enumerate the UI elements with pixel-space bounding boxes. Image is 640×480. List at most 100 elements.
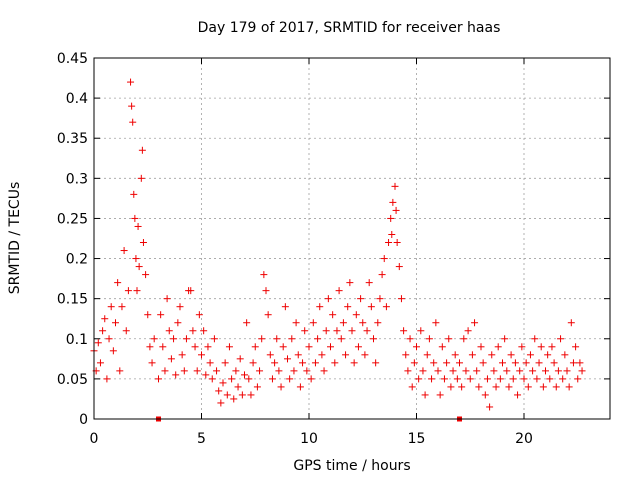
data-point xyxy=(333,327,341,335)
data-point xyxy=(230,395,238,403)
data-point xyxy=(413,343,420,351)
data-point xyxy=(238,391,246,399)
data-point xyxy=(462,367,470,375)
x-tick-label: 20 xyxy=(515,431,533,447)
data-point xyxy=(468,351,476,359)
data-point xyxy=(195,311,203,319)
data-point xyxy=(159,343,167,351)
data-point xyxy=(277,383,285,391)
data-point xyxy=(404,367,412,375)
data-point xyxy=(109,347,117,355)
data-point xyxy=(318,351,326,359)
data-point xyxy=(163,295,171,303)
data-point xyxy=(264,311,272,319)
data-point xyxy=(307,375,315,383)
data-point xyxy=(139,239,147,247)
data-point xyxy=(483,375,491,383)
data-point xyxy=(574,375,582,383)
data-point xyxy=(167,355,175,363)
data-point xyxy=(96,359,104,367)
data-point xyxy=(320,367,328,375)
data-point xyxy=(322,327,330,335)
data-point xyxy=(182,335,190,343)
data-point xyxy=(542,367,549,375)
data-point xyxy=(187,287,195,295)
data-point xyxy=(202,371,210,379)
data-point xyxy=(161,367,169,375)
data-point xyxy=(301,327,309,335)
y-tick-label: 0.1 xyxy=(66,332,88,348)
data-point xyxy=(477,343,485,351)
data-point xyxy=(200,327,208,335)
y-tick-label: 0.35 xyxy=(57,131,88,147)
data-point xyxy=(193,367,201,375)
data-point xyxy=(389,198,397,206)
y-tick-label: 0.2 xyxy=(66,252,88,268)
data-point xyxy=(327,343,334,351)
data-point xyxy=(137,174,145,182)
data-point xyxy=(150,335,158,343)
x-tick-label: 15 xyxy=(408,431,426,447)
data-point xyxy=(451,351,459,359)
data-point xyxy=(443,359,451,367)
data-point xyxy=(180,367,188,375)
data-point xyxy=(503,367,511,375)
data-point xyxy=(279,343,287,351)
data-point xyxy=(539,383,547,391)
data-point xyxy=(135,263,143,271)
data-point xyxy=(447,383,455,391)
data-point xyxy=(365,279,373,287)
data-point xyxy=(258,335,266,343)
data-point xyxy=(350,359,358,367)
data-point xyxy=(118,303,126,311)
data-point xyxy=(275,367,283,375)
data-point xyxy=(367,303,375,311)
data-point xyxy=(146,343,154,351)
data-point xyxy=(228,375,236,383)
data-point xyxy=(241,371,248,379)
data-point xyxy=(370,335,377,343)
data-point xyxy=(286,375,294,383)
data-point xyxy=(206,359,214,367)
y-tick-label: 0.3 xyxy=(66,171,88,187)
data-point xyxy=(520,375,528,383)
data-point xyxy=(552,383,560,391)
data-point xyxy=(419,367,427,375)
data-point xyxy=(567,319,575,327)
data-point xyxy=(458,383,466,391)
y-tick-label: 0.15 xyxy=(57,292,88,308)
data-point xyxy=(445,335,453,343)
data-point xyxy=(578,367,586,375)
data-point xyxy=(516,367,524,375)
data-point xyxy=(236,355,244,363)
data-point xyxy=(335,287,343,295)
data-point xyxy=(271,359,279,367)
data-point xyxy=(288,335,296,343)
data-point xyxy=(438,343,446,351)
data-point xyxy=(473,367,481,375)
data-point xyxy=(537,343,545,351)
data-point xyxy=(262,287,270,295)
data-point xyxy=(219,379,227,387)
data-point xyxy=(299,359,307,367)
data-point xyxy=(507,351,515,359)
data-point xyxy=(388,230,396,238)
data-point xyxy=(486,403,494,411)
data-point xyxy=(232,367,240,375)
data-point xyxy=(174,319,182,327)
data-point xyxy=(352,311,360,319)
data-point xyxy=(387,214,395,222)
data-point xyxy=(434,367,442,375)
data-point xyxy=(548,343,556,351)
data-point xyxy=(213,367,221,375)
data-point xyxy=(314,335,322,343)
data-point xyxy=(354,343,362,351)
data-point xyxy=(303,367,311,375)
chart-title: Day 179 of 2017, SRMTID for receiver haa… xyxy=(198,20,501,36)
data-point xyxy=(142,271,150,279)
data-point xyxy=(217,399,225,407)
data-point xyxy=(273,335,281,343)
data-point xyxy=(138,146,146,154)
data-point xyxy=(178,351,186,359)
